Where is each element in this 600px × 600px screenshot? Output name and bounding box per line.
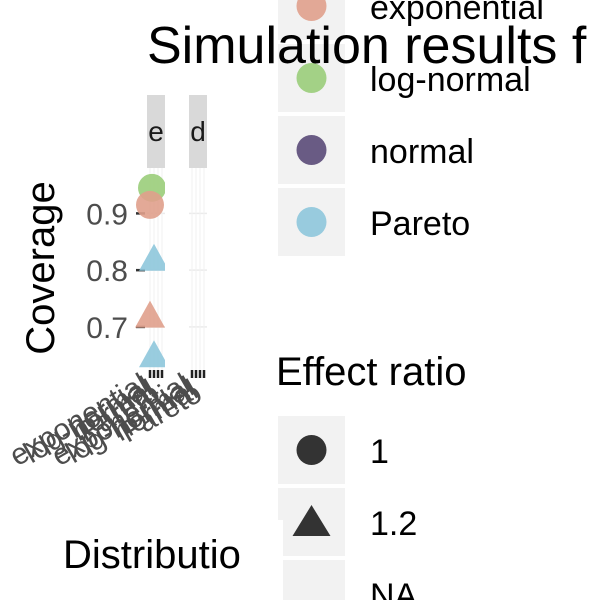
facet-panel-d xyxy=(189,168,207,378)
legend-title: Effect ratio xyxy=(276,350,466,394)
y-tick-label: 0.8 xyxy=(86,255,128,288)
facet-strip-label: e xyxy=(148,116,164,147)
legend-label: exponential xyxy=(370,0,544,27)
data-point xyxy=(139,340,169,368)
legend-label: normal xyxy=(370,133,474,171)
data-points xyxy=(135,168,189,378)
legend-swatch xyxy=(296,63,327,93)
x-axis-title: Distributio xyxy=(63,533,241,577)
facet-strip-label: d xyxy=(190,116,206,147)
legend-swatch xyxy=(296,435,327,465)
legend-panel-mask xyxy=(253,520,283,600)
legend: exponential log-normal normal Pareto Effect … xyxy=(276,0,544,600)
data-point xyxy=(135,300,165,328)
panel-gap xyxy=(165,168,189,378)
legend-swatch xyxy=(296,0,327,21)
legend-label: 1.2 xyxy=(370,505,417,543)
legend-label: log-normal xyxy=(370,61,531,99)
legend-swatch xyxy=(296,207,327,237)
chart-title: Simulation results f xyxy=(147,17,587,75)
x-axis: exponentiallog-normalnormalParetoexponen… xyxy=(4,367,207,472)
legend-key xyxy=(278,560,345,600)
y-tick-label: 0.7 xyxy=(86,312,128,345)
y-axis: 0.7 0.8 0.9 xyxy=(86,198,145,345)
y-tick-label: 0.9 xyxy=(86,198,128,231)
facet-strip-e xyxy=(147,95,165,168)
legend-swatch xyxy=(296,135,327,165)
legend-swatch xyxy=(292,505,331,536)
legend-label: Pareto xyxy=(370,205,470,243)
legend-label: 1 xyxy=(370,433,389,471)
data-point xyxy=(136,190,164,219)
y-axis-title: Coverage xyxy=(19,181,63,354)
legend-label: NA xyxy=(370,577,418,600)
facet-strip-d xyxy=(189,95,207,168)
data-point xyxy=(139,243,169,271)
